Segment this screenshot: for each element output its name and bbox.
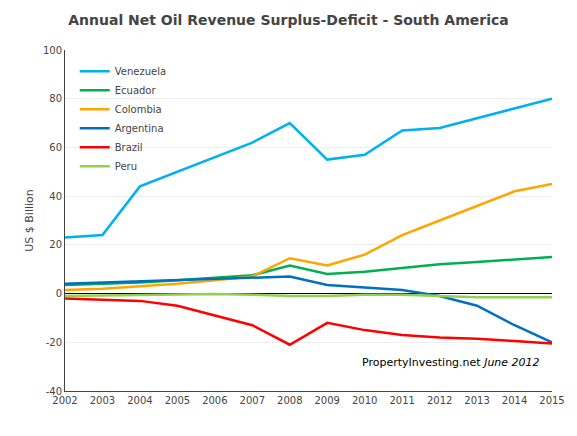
svg-text:2011: 2011 (389, 395, 414, 406)
svg-text:2003: 2003 (90, 395, 115, 406)
svg-text:80: 80 (49, 93, 62, 104)
svg-text:-40: -40 (46, 386, 62, 397)
svg-text:2007: 2007 (240, 395, 265, 406)
svg-text:2015: 2015 (539, 395, 564, 406)
svg-text:40: 40 (49, 191, 62, 202)
svg-text:Ecuador: Ecuador (115, 85, 157, 96)
svg-text:Annual Net Oil Revenue Surplus: Annual Net Oil Revenue Surplus-Deficit -… (68, 12, 509, 28)
svg-text:2004: 2004 (127, 395, 152, 406)
svg-text:Peru: Peru (115, 161, 137, 172)
svg-text:100: 100 (43, 45, 62, 56)
svg-text:2005: 2005 (165, 395, 190, 406)
svg-text:60: 60 (49, 142, 62, 153)
svg-text:2014: 2014 (502, 395, 527, 406)
svg-text:20: 20 (49, 239, 62, 250)
svg-text:2009: 2009 (315, 395, 340, 406)
svg-text:2012: 2012 (427, 395, 452, 406)
svg-text:2010: 2010 (352, 395, 377, 406)
svg-text:Brazil: Brazil (115, 142, 143, 153)
svg-text:0: 0 (56, 288, 62, 299)
svg-text:Venezuela: Venezuela (115, 66, 166, 77)
svg-text:2013: 2013 (464, 395, 489, 406)
svg-text:PropertyInvesting.net June 201: PropertyInvesting.net June 2012 (362, 356, 540, 369)
svg-text:Argentina: Argentina (115, 123, 164, 134)
svg-text:2006: 2006 (202, 395, 227, 406)
svg-text:-20: -20 (46, 337, 62, 348)
svg-text:2008: 2008 (277, 395, 302, 406)
svg-text:2002: 2002 (52, 395, 77, 406)
svg-text:US $ Billion: US $ Billion (23, 189, 36, 252)
svg-text:Colombia: Colombia (115, 104, 162, 115)
